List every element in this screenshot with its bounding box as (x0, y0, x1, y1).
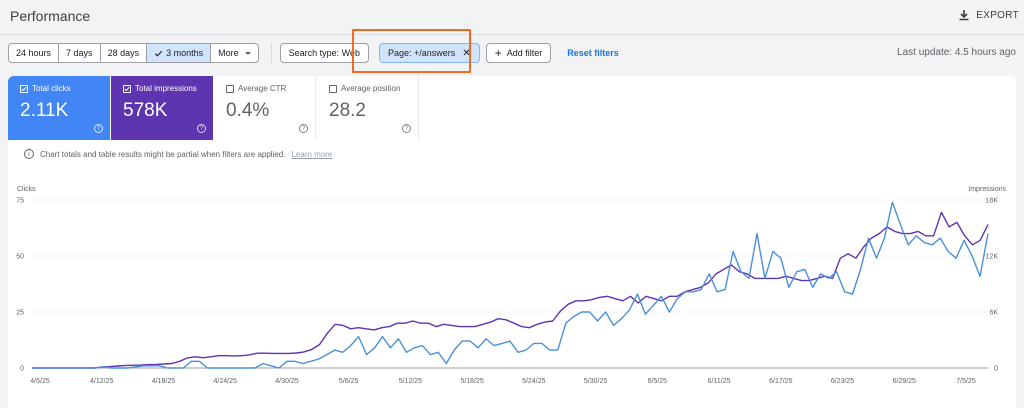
x-tick-label: 6/11/25 (708, 378, 731, 385)
metric-label: Total impressions (135, 84, 197, 93)
top-bar: Performance EXPORT (0, 0, 1024, 34)
filter-bar: 24 hours 7 days 28 days 3 months More Se… (8, 43, 619, 63)
performance-card: Total clicks 2.11K ? Total impressions 5… (8, 76, 1016, 408)
x-tick-label: 6/5/25 (648, 378, 668, 385)
checkbox-checked-icon[interactable] (20, 84, 28, 93)
right-tick-label: 12K (986, 254, 999, 261)
add-filter-button[interactable]: + Add filter (485, 43, 552, 63)
x-tick-label: 4/30/25 (275, 378, 298, 385)
x-tick-label: 5/12/25 (399, 378, 422, 385)
x-tick-label: 7/5/25 (956, 378, 976, 385)
metric-value: 578K (123, 100, 168, 121)
date-range-selector: 24 hours 7 days 28 days 3 months More (8, 43, 259, 63)
metric-label: Total clicks (32, 84, 71, 93)
x-tick-label: 5/24/25 (522, 378, 545, 385)
checkbox-checked-icon[interactable] (123, 84, 131, 93)
metric-total-clicks[interactable]: Total clicks 2.11K ? (8, 76, 110, 140)
add-filter-label: Add filter (506, 48, 543, 58)
header-divider (0, 34, 1024, 35)
x-tick-label: 4/24/25 (214, 378, 237, 385)
notice-text: Chart totals and table results might be … (40, 149, 286, 159)
last-update: Last update: 4.5 hours ago (897, 47, 1016, 58)
reset-filters-link[interactable]: Reset filters (567, 48, 619, 58)
x-tick-label: 6/17/25 (769, 378, 792, 385)
chevron-down-icon (244, 51, 251, 55)
checkbox-unchecked-icon[interactable] (329, 84, 337, 93)
download-icon (959, 10, 969, 21)
help-icon[interactable]: ? (402, 124, 411, 133)
x-tick-label: 4/12/25 (90, 378, 113, 385)
date-range-more-label: More (218, 48, 239, 58)
help-icon[interactable]: ? (94, 124, 103, 133)
page-title: Performance (10, 8, 91, 24)
date-range-3m-label: 3 months (166, 48, 204, 58)
export-button[interactable]: EXPORT (958, 9, 1019, 21)
right-axis-label: Impressions (968, 186, 1006, 193)
right-tick-label: 18K (986, 198, 999, 205)
x-tick-label: 4/18/25 (152, 378, 175, 385)
right-tick-label: 6K (989, 310, 998, 317)
metric-value: 2.11K (20, 100, 69, 121)
check-icon (155, 50, 163, 57)
x-tick-label: 5/30/25 (584, 378, 607, 385)
search-type-filter[interactable]: Search type: Web (279, 43, 370, 63)
export-label: EXPORT (976, 9, 1019, 21)
metric-total-impressions[interactable]: Total impressions 578K ? (111, 76, 213, 140)
date-range-28d[interactable]: 28 days (101, 44, 148, 62)
metric-average-position[interactable]: Average position 28.2 ? (317, 76, 419, 140)
series-line-impressions (32, 211, 989, 369)
close-icon[interactable]: ✕ (462, 47, 471, 59)
filter-separator (270, 43, 272, 63)
highlight-box (352, 29, 471, 73)
date-range-3m[interactable]: 3 months (147, 44, 212, 62)
date-range-more[interactable]: More (211, 44, 258, 62)
left-tick-label: 75 (16, 198, 24, 205)
left-tick-label: 25 (16, 310, 24, 317)
x-tick-label: 5/18/25 (460, 378, 483, 385)
info-icon: i (24, 149, 34, 159)
checkbox-unchecked-icon[interactable] (226, 84, 234, 93)
page-filter-chip[interactable]: Page: +/answers ✕ (379, 43, 480, 63)
x-tick-label: 5/6/25 (339, 378, 359, 385)
x-tick-label: 6/23/25 (831, 378, 854, 385)
page-filter-label: Page: +/answers (388, 48, 456, 58)
metric-value: 28.2 (329, 100, 366, 121)
metric-value: 0.4% (226, 100, 270, 121)
metric-label: Average CTR (238, 84, 287, 93)
metric-average-ctr[interactable]: Average CTR 0.4% ? (214, 76, 316, 140)
x-tick-label: 4/6/25 (30, 378, 50, 385)
series-line-clicks (32, 201, 989, 369)
help-icon[interactable]: ? (197, 124, 206, 133)
left-tick-label: 50 (16, 254, 24, 261)
right-tick-label: 0 (994, 366, 998, 373)
help-icon[interactable]: ? (299, 124, 308, 133)
partial-data-notice: i Chart totals and table results might b… (24, 149, 332, 159)
learn-more-link[interactable]: Learn more (291, 149, 333, 159)
left-axis-label: Clicks (17, 186, 36, 193)
left-tick-label: 0 (20, 366, 24, 373)
x-tick-label: 6/29/25 (893, 378, 916, 385)
performance-chart[interactable]: 0 25 50 75 0 6K 12K 18K Clicks Impressions 4/6/25 4… (8, 76, 1016, 408)
metric-label: Average position (341, 84, 401, 93)
date-range-24h[interactable]: 24 hours (9, 44, 60, 62)
plus-icon: + (494, 46, 502, 60)
date-range-7d[interactable]: 7 days (59, 44, 101, 62)
